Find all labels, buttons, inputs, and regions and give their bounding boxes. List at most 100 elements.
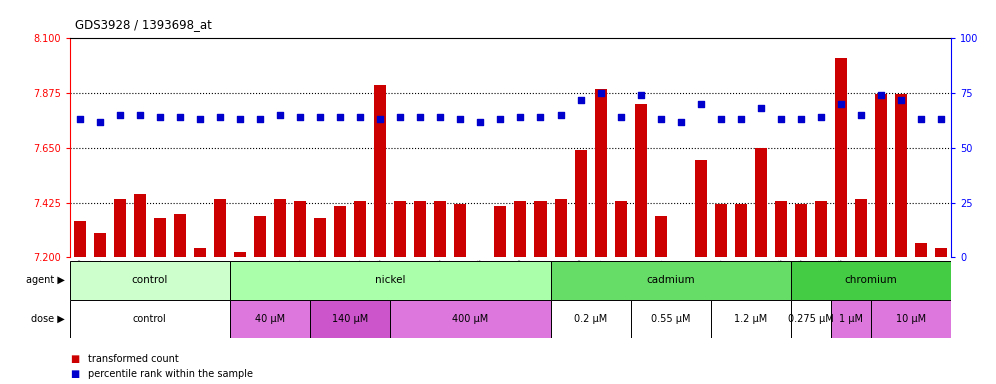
Text: percentile rank within the sample: percentile rank within the sample xyxy=(88,369,253,379)
Bar xyxy=(775,201,787,257)
Text: ■: ■ xyxy=(70,369,79,379)
Bar xyxy=(755,148,767,257)
Bar xyxy=(390,300,551,338)
Point xyxy=(593,90,609,96)
Point xyxy=(312,114,328,120)
Point xyxy=(72,116,88,122)
Text: 140 μM: 140 μM xyxy=(332,314,369,324)
Bar xyxy=(234,252,246,257)
Bar xyxy=(855,199,868,257)
Point xyxy=(533,114,549,120)
Point xyxy=(632,92,648,98)
Text: nickel: nickel xyxy=(375,275,405,285)
Bar xyxy=(515,201,527,257)
Point xyxy=(373,116,388,122)
Point xyxy=(513,114,529,120)
Bar xyxy=(434,201,446,257)
Point xyxy=(452,116,468,122)
Bar xyxy=(654,216,666,257)
Point xyxy=(112,112,127,118)
Bar xyxy=(815,201,827,257)
Point xyxy=(272,112,288,118)
Point xyxy=(412,114,428,120)
Text: chromium: chromium xyxy=(845,275,897,285)
Text: 0.2 μM: 0.2 μM xyxy=(574,314,608,324)
Bar xyxy=(831,300,872,338)
Text: GDS3928 / 1393698_at: GDS3928 / 1393698_at xyxy=(75,18,211,31)
Text: control: control xyxy=(131,275,168,285)
Bar xyxy=(695,160,707,257)
Text: 400 μM: 400 μM xyxy=(452,314,488,324)
Point xyxy=(232,116,248,122)
Bar xyxy=(535,201,547,257)
Text: dose ▶: dose ▶ xyxy=(31,314,65,324)
Point xyxy=(172,114,188,120)
Bar xyxy=(74,221,86,257)
Bar xyxy=(735,204,747,257)
Bar xyxy=(274,199,286,257)
Bar xyxy=(294,201,306,257)
Point xyxy=(713,116,729,122)
Point xyxy=(292,114,308,120)
Point xyxy=(773,116,789,122)
Bar xyxy=(711,300,791,338)
Bar xyxy=(634,104,646,257)
Point xyxy=(333,114,349,120)
Bar xyxy=(133,194,145,257)
Text: ■: ■ xyxy=(70,354,79,364)
Bar xyxy=(875,94,887,257)
Point xyxy=(873,92,889,98)
Bar xyxy=(230,261,551,300)
Point xyxy=(813,114,829,120)
Text: 40 μM: 40 μM xyxy=(255,314,285,324)
Point xyxy=(492,116,508,122)
Bar xyxy=(310,300,390,338)
Point xyxy=(472,119,488,125)
Bar xyxy=(314,218,326,257)
Bar xyxy=(394,201,406,257)
Bar xyxy=(551,261,791,300)
Point xyxy=(573,97,589,103)
Point xyxy=(693,101,709,107)
Bar xyxy=(214,199,226,257)
Point xyxy=(131,112,147,118)
Point xyxy=(613,114,628,120)
Text: agent ▶: agent ▶ xyxy=(26,275,65,285)
Point xyxy=(833,101,849,107)
Bar xyxy=(895,94,907,257)
Bar xyxy=(715,204,727,257)
Bar xyxy=(791,261,951,300)
Text: 10 μM: 10 μM xyxy=(896,314,926,324)
Bar xyxy=(254,216,266,257)
Bar xyxy=(872,300,951,338)
Point xyxy=(913,116,929,122)
Bar xyxy=(791,300,831,338)
Bar xyxy=(94,233,106,257)
Text: control: control xyxy=(133,314,166,324)
Point xyxy=(853,112,869,118)
Bar xyxy=(174,214,186,257)
Point xyxy=(672,119,688,125)
Point xyxy=(152,114,168,120)
Point xyxy=(733,116,749,122)
Bar xyxy=(494,206,506,257)
Bar xyxy=(414,201,426,257)
Bar xyxy=(374,84,386,257)
Bar xyxy=(575,150,587,257)
Point xyxy=(252,116,268,122)
Bar xyxy=(70,261,230,300)
Point xyxy=(753,105,769,111)
Bar xyxy=(355,201,367,257)
Bar xyxy=(230,300,310,338)
Text: 1.2 μM: 1.2 μM xyxy=(734,314,768,324)
Point xyxy=(893,97,909,103)
Bar xyxy=(595,89,607,257)
Bar xyxy=(454,204,466,257)
Bar xyxy=(615,201,626,257)
Text: transformed count: transformed count xyxy=(88,354,178,364)
Bar xyxy=(915,243,927,257)
Text: 1 μM: 1 μM xyxy=(839,314,863,324)
Bar xyxy=(795,204,807,257)
Point xyxy=(192,116,208,122)
Text: cadmium: cadmium xyxy=(646,275,695,285)
